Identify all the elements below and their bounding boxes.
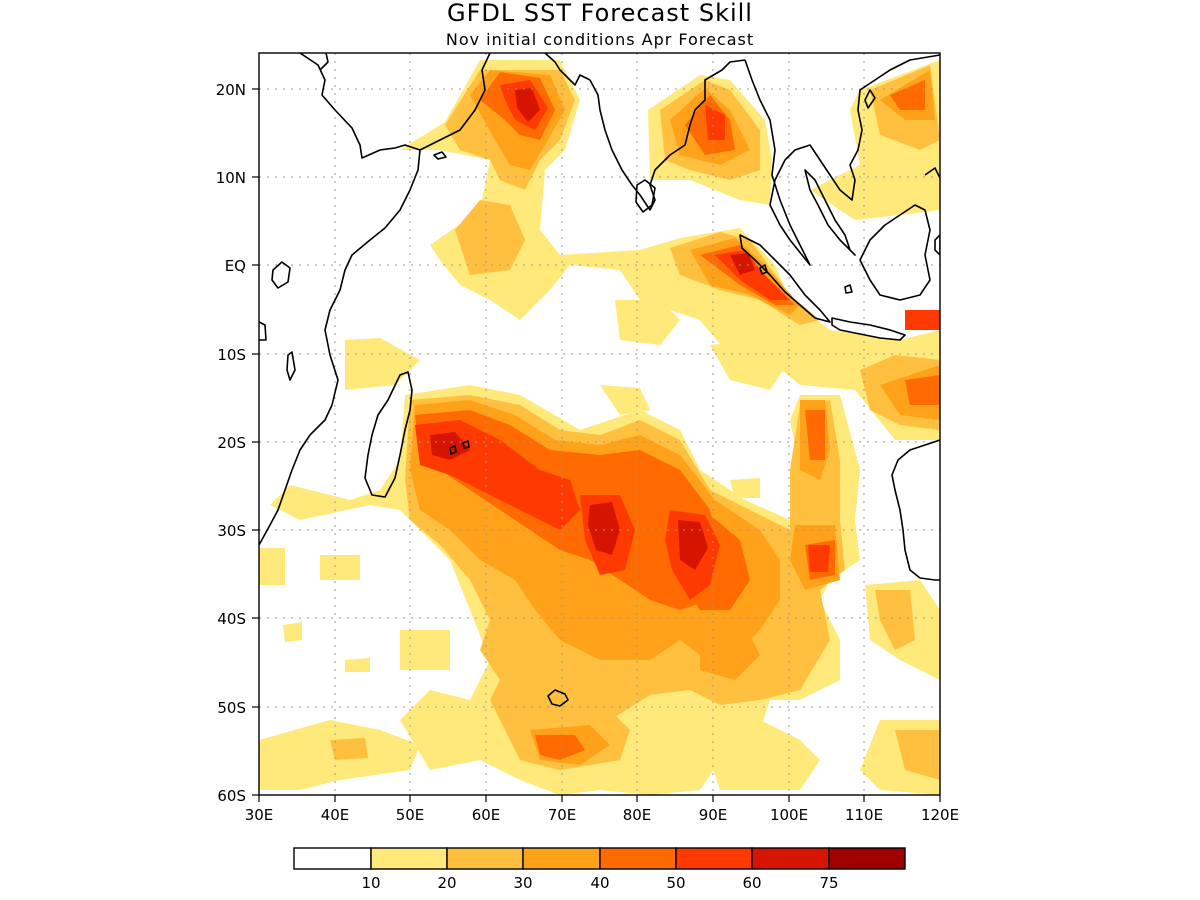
colorbar-swatch (675, 847, 753, 870)
colorbar-label: 60 (742, 874, 761, 892)
y-tick-label: 60S (217, 787, 246, 805)
map-area (259, 53, 940, 795)
x-tick-label: 40E (321, 806, 350, 824)
map-grid (259, 53, 940, 795)
x-axis-labels: 30E 40E 50E 60E 70E 80E 90E 100E 110E 12… (245, 806, 959, 824)
skill-shading (259, 60, 940, 795)
x-tick-label: 100E (770, 806, 808, 824)
map-subtitle: Nov initial conditions Apr Forecast (446, 30, 754, 49)
y-tick-label: 40S (217, 610, 246, 628)
colorbar-swatch (446, 847, 524, 870)
x-tick-label: 90E (699, 806, 728, 824)
x-tick-label: 80E (623, 806, 652, 824)
tick-marks (252, 88, 941, 802)
colorbar-label: 75 (819, 874, 838, 892)
y-tick-label: 20S (217, 434, 246, 452)
y-tick-label: 10N (216, 169, 246, 187)
skill-level-60-75 (430, 88, 755, 570)
y-tick-label: 30S (217, 522, 246, 540)
colorbar-swatch (599, 847, 677, 870)
colorbar-label: 30 (513, 874, 532, 892)
x-tick-label: 30E (245, 806, 274, 824)
colorbar-swatch (828, 847, 906, 870)
x-tick-label: 120E (921, 806, 959, 824)
colorbar-swatch (293, 847, 372, 870)
x-tick-label: 50E (396, 806, 425, 824)
x-tick-label: 110E (845, 806, 883, 824)
colorbar-swatch (751, 847, 830, 870)
y-tick-label: 10S (217, 346, 246, 364)
y-tick-label: 20N (216, 81, 246, 99)
colorbar-swatch (522, 847, 601, 870)
colorbar-label: 20 (437, 874, 456, 892)
x-tick-label: 60E (472, 806, 501, 824)
colorbar-label: 10 (361, 874, 380, 892)
map-title: GFDL SST Forecast Skill (447, 0, 753, 27)
coastlines (259, 53, 940, 707)
colorbar-label: 50 (666, 874, 685, 892)
map-frame (258, 52, 941, 796)
colorbar-label: 40 (590, 874, 609, 892)
y-axis-labels: 20N 10N EQ 10S 20S 30S 40S 50S 60S (216, 81, 246, 805)
colorbar-swatch (370, 847, 448, 870)
x-tick-label: 70E (548, 806, 577, 824)
colorbar: 10 20 30 40 50 60 75 (293, 847, 906, 892)
y-tick-label: EQ (225, 257, 246, 275)
y-tick-label: 50S (217, 699, 246, 717)
